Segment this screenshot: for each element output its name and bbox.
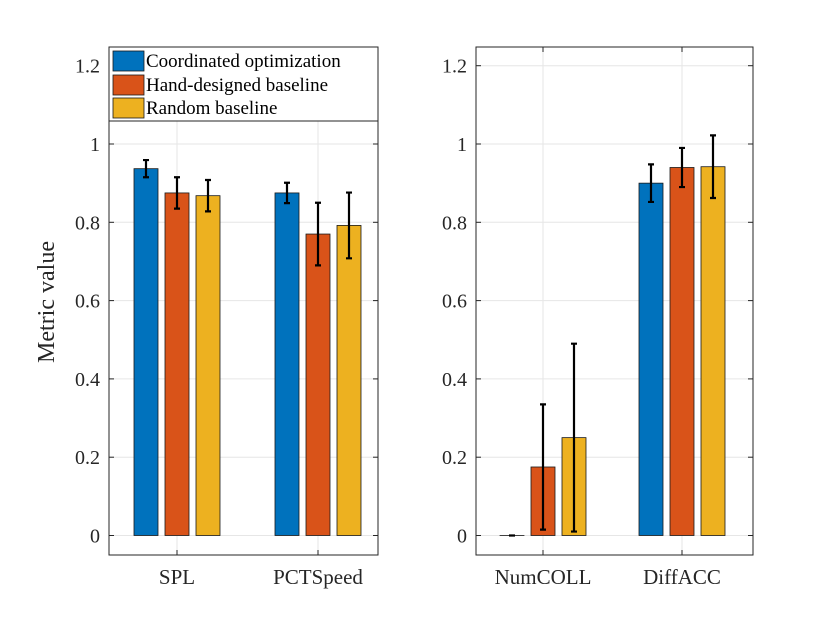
left-ytick-label: 0: [90, 526, 100, 548]
right-panel-bars: [499, 166, 726, 536]
left-ytick-label: 1: [90, 134, 100, 156]
legend-swatch-random: [112, 97, 145, 119]
right-ytick-label: 1: [457, 134, 467, 156]
left-errorbar-pctspeed-series-2: [346, 191, 352, 260]
left-errorbar-spl-series-1: [174, 176, 180, 210]
left-ytick-label: 1.2: [75, 56, 100, 78]
left-errorbar-pctspeed-series-0: [284, 181, 290, 205]
left-errorbar-spl-series-2: [205, 178, 211, 213]
right-ytick-label: 0.4: [442, 369, 467, 391]
right-ytick-label: 0.8: [442, 212, 467, 234]
legend-swatch-hand-designed: [112, 74, 145, 96]
left-ytick-label: 0.2: [75, 447, 100, 469]
left-panel-x-ticks: SPL PCTSpeed: [159, 565, 364, 589]
right-ytick-label: 1.2: [442, 56, 467, 78]
left-ytick-label: 0.4: [75, 369, 100, 391]
right-panel-y-ticks: 0 0.2 0.4 0.6 0.8 1 1.2: [442, 47, 753, 555]
left-bar-pctspeed-series-1: [305, 233, 331, 536]
left-ytick-label: 0.8: [75, 212, 100, 234]
left-bar-spl-series-0: [133, 168, 159, 536]
left-errorbar-spl-series-0: [143, 158, 149, 179]
right-panel-x-ticks: NumCOLL DiffACC: [495, 565, 721, 589]
left-bar-spl-series-2: [195, 195, 221, 536]
right-errorbar-diffacc-series-1: [679, 146, 685, 189]
y-axis-label: Metric value: [34, 241, 60, 363]
left-bar-pctspeed-series-2: [336, 225, 362, 536]
left-panel-error-bars: [143, 158, 352, 267]
right-bar-diffacc-series-1: [669, 167, 695, 536]
left-panel-y-ticks: 0 0.2 0.4 0.6 0.8 1 1.2: [75, 47, 378, 555]
legend-box: [108, 46, 379, 122]
left-errorbar-pctspeed-series-1: [315, 201, 321, 267]
legend-label-hand-designed: Hand-designed baseline: [146, 75, 328, 96]
left-category-label: SPL: [159, 565, 195, 589]
left-panel: 0 0.2 0.4 0.6 0.8 1 1.2 SPL PCTSpeed: [75, 46, 379, 589]
legend-label-coordinated: Coordinated optimization: [146, 51, 341, 72]
right-category-label: DiffACC: [643, 565, 721, 589]
right-ytick-label: 0.6: [442, 291, 467, 313]
legend: Coordinated optimization Hand-designed b…: [108, 46, 379, 122]
right-ytick-label: 0.2: [442, 447, 467, 469]
right-category-label: NumCOLL: [495, 565, 592, 589]
left-ytick-label: 0.6: [75, 291, 100, 313]
legend-swatch-coordinated: [112, 50, 145, 72]
right-errorbar-numcoll-series-1: [540, 403, 546, 531]
right-panel-error-bars: [509, 134, 716, 537]
right-panel: 0 0.2 0.4 0.6 0.8 1 1.2 NumCOLL DiffACC: [442, 46, 754, 589]
right-errorbar-numcoll-series-2: [571, 342, 577, 533]
left-panel-bars: [133, 168, 362, 536]
right-errorbar-diffacc-series-2: [710, 134, 716, 200]
right-errorbar-diffacc-series-0: [648, 163, 654, 204]
right-bar-diffacc-series-2: [700, 166, 726, 536]
left-category-label: PCTSpeed: [273, 565, 363, 589]
legend-label-random: Random baseline: [146, 98, 277, 119]
right-bar-diffacc-series-0: [638, 182, 664, 536]
left-bar-pctspeed-series-0: [274, 192, 300, 536]
left-bar-spl-series-1: [164, 192, 190, 536]
right-ytick-label: 0: [457, 526, 467, 548]
